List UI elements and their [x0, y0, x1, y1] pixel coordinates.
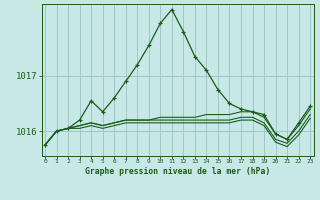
X-axis label: Graphe pression niveau de la mer (hPa): Graphe pression niveau de la mer (hPa): [85, 167, 270, 176]
